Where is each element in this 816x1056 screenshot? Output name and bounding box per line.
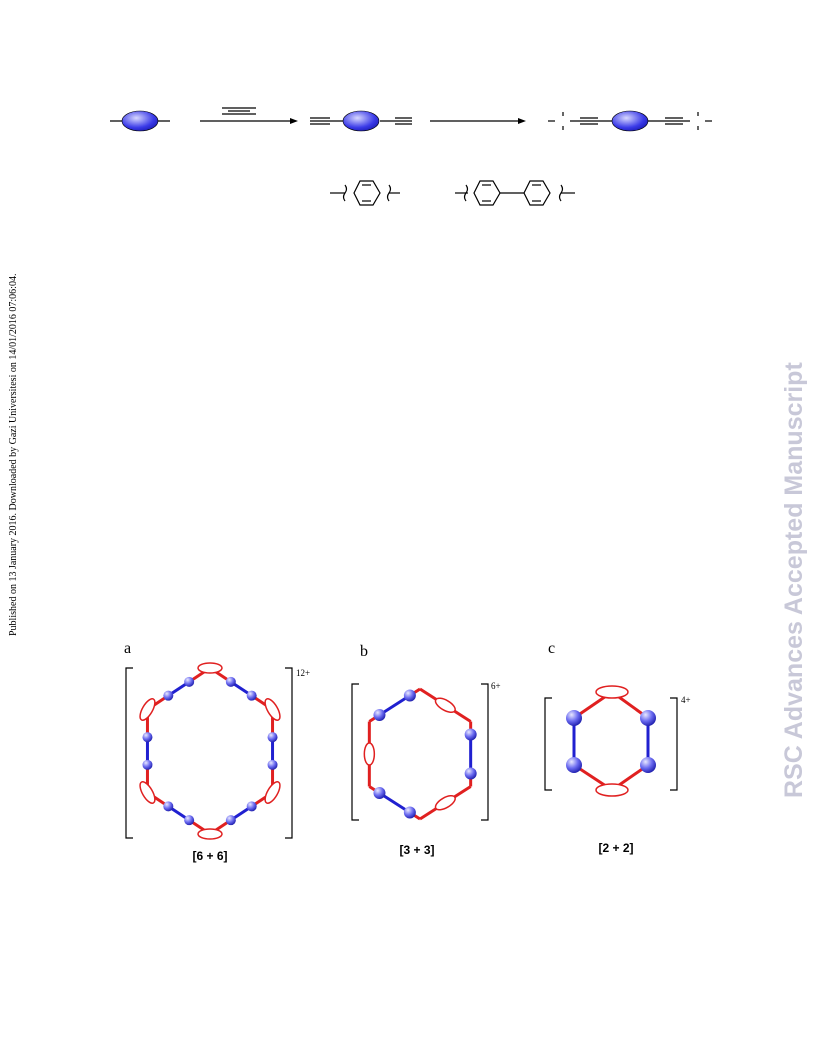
ring <box>434 697 456 713</box>
ring <box>595 685 629 699</box>
sphere <box>373 787 386 799</box>
ring <box>264 781 281 804</box>
sphere <box>225 676 236 687</box>
panel-label: c <box>548 640 555 657</box>
sphere <box>566 710 582 726</box>
sphere <box>464 767 477 780</box>
charge: 6+ <box>491 681 501 691</box>
sphere <box>225 815 236 826</box>
ring <box>197 828 223 840</box>
sphere <box>640 757 656 773</box>
watermark: RSC Advances Accepted Manuscript <box>780 362 808 798</box>
sphere <box>267 732 278 743</box>
ring <box>139 781 156 804</box>
sphere <box>246 690 257 701</box>
sphere <box>403 689 416 702</box>
sphere <box>403 806 416 819</box>
side-note: Published on 13 January 2016. Downloaded… <box>8 274 19 636</box>
sphere <box>464 728 477 741</box>
sphere <box>267 759 278 770</box>
ring <box>363 742 376 766</box>
sphere <box>373 709 386 721</box>
sphere <box>184 676 195 687</box>
sphere <box>566 757 582 773</box>
ring <box>595 783 629 797</box>
caption: [6 + 6] <box>192 849 227 863</box>
sphere <box>163 801 174 812</box>
sphere <box>640 710 656 726</box>
scheme <box>110 107 712 206</box>
sphere <box>142 732 153 743</box>
sphere <box>184 815 195 826</box>
sphere <box>163 690 174 701</box>
ring <box>264 698 281 721</box>
caption: [3 + 3] <box>399 843 434 857</box>
panel-label: b <box>360 643 368 660</box>
charge: 4+ <box>681 695 691 705</box>
sphere <box>246 801 257 812</box>
charge: 12+ <box>296 668 310 678</box>
figure: a b c 12+ 6+ 4+ [6 + 6] [3 + 3] [2 + 2] <box>124 640 691 863</box>
ring <box>434 795 456 811</box>
ring <box>197 662 223 674</box>
sphere <box>142 759 153 770</box>
panel-label: a <box>124 640 131 657</box>
ring <box>139 698 156 721</box>
caption: [2 + 2] <box>598 841 633 855</box>
